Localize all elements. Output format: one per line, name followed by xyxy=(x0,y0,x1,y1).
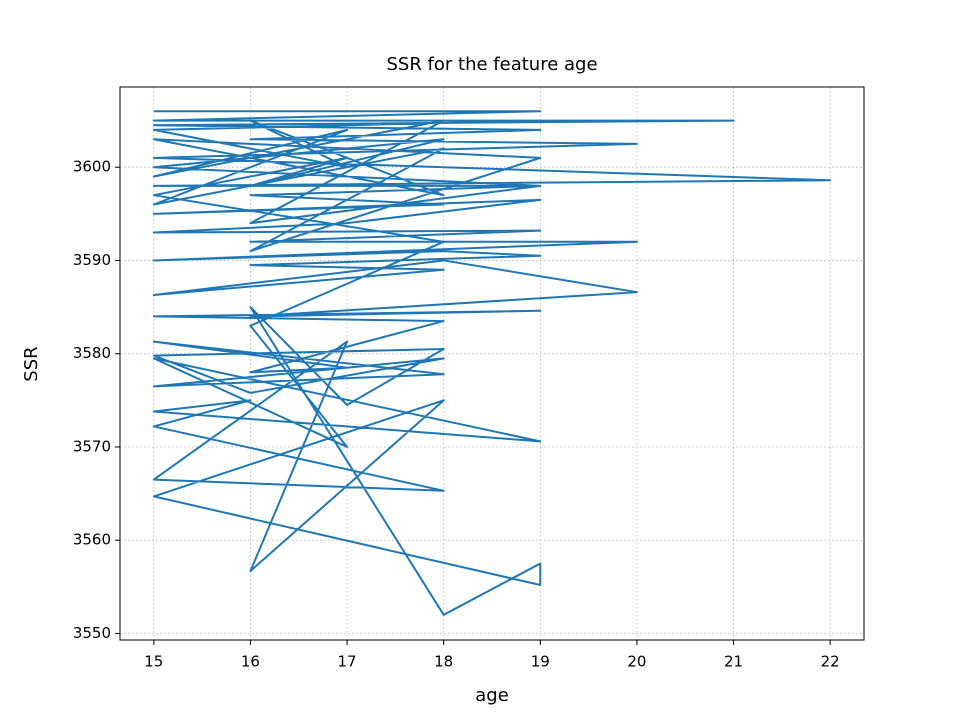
x-tick-label: 17 xyxy=(338,653,357,671)
x-tick-label: 16 xyxy=(241,653,260,671)
y-tick-label: 3550 xyxy=(73,624,111,642)
y-tick-label: 3570 xyxy=(73,437,111,455)
x-tick-label: 21 xyxy=(724,653,743,671)
data-line xyxy=(152,110,832,616)
x-tick-label: 20 xyxy=(627,653,646,671)
x-tick-label: 18 xyxy=(434,653,453,671)
y-tick-label: 3580 xyxy=(73,344,111,362)
x-axis-label: age xyxy=(475,685,509,706)
y-tick-label: 3590 xyxy=(73,251,111,269)
y-tick-label: 3600 xyxy=(73,158,111,176)
y-tick-label: 3560 xyxy=(73,531,111,549)
x-tick-label: 22 xyxy=(821,653,840,671)
y-axis-label: SSR xyxy=(21,346,42,381)
x-tick-label: 15 xyxy=(144,653,163,671)
x-tick-label: 19 xyxy=(531,653,550,671)
plot-frame xyxy=(119,86,865,641)
chart-title: SSR for the feature age xyxy=(386,54,597,75)
